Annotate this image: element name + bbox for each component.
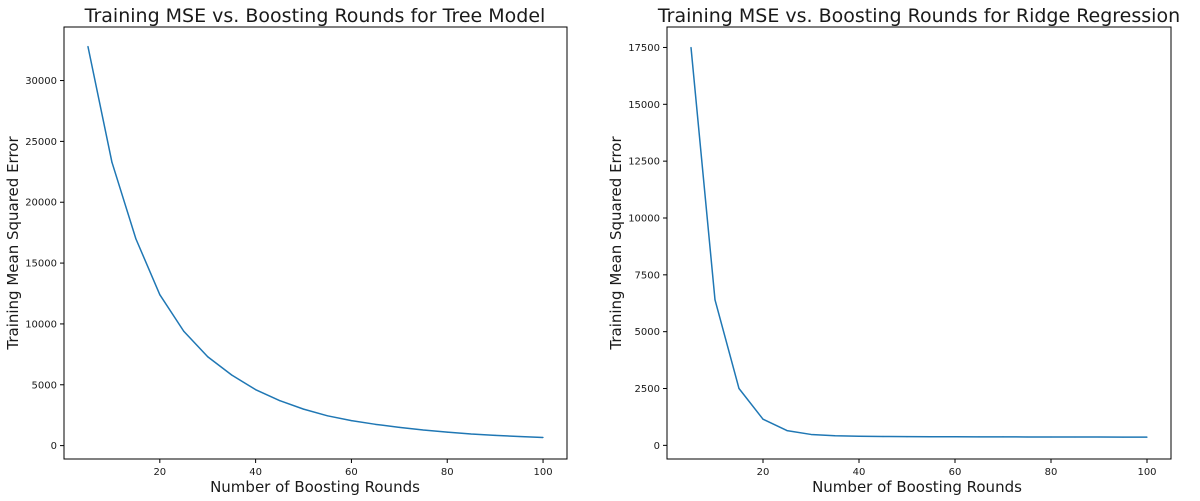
x-tick-label: 100 [534, 467, 553, 478]
y-tick-label: 7500 [635, 270, 660, 281]
data-point [494, 434, 496, 436]
data-point [1146, 436, 1148, 438]
data-point [398, 426, 400, 428]
ticks: 20 40 60 80 100 0 5000 10000 15000 20000 25000 3000… [25, 76, 552, 478]
data-point [858, 435, 860, 437]
data-point [1026, 436, 1028, 438]
data-point [350, 420, 353, 422]
x-tick-label: 80 [441, 467, 454, 478]
x-tick-label: 60 [949, 467, 962, 478]
chart-title: Training MSE vs. Boosting Rounds for Tre… [84, 5, 546, 27]
plot-frame [63, 26, 568, 460]
data-point [255, 389, 257, 391]
data-point [1050, 436, 1052, 438]
y-tick-label: 2500 [635, 384, 660, 395]
data-point [135, 238, 137, 240]
data-point [906, 436, 908, 438]
data-point [87, 45, 89, 48]
data-point [714, 299, 716, 301]
y-axis-label: Training Mean Squared Error [607, 136, 625, 351]
y-tick-label: 0 [51, 441, 57, 452]
plot-frame [666, 26, 1172, 460]
y-tick-label: 30000 [25, 76, 57, 87]
data-point [470, 433, 472, 435]
data-point [231, 374, 233, 376]
chart-tree-model: Training MSE vs. Boosting Rounds for Tre… [4, 5, 568, 496]
x-axis-label: Number of Boosting Rounds [210, 478, 420, 496]
data-point [930, 436, 932, 438]
series-line [87, 46, 544, 439]
y-tick-label: 25000 [25, 137, 57, 148]
y-tick-label: 15000 [628, 100, 660, 111]
y-tick-label: 5000 [32, 380, 57, 391]
data-point [207, 356, 209, 358]
data-point [786, 429, 788, 432]
data-point [690, 46, 692, 49]
y-tick-label: 0 [654, 441, 660, 452]
x-tick-label: 80 [1045, 467, 1058, 478]
data-point [762, 418, 764, 420]
data-point [422, 429, 424, 431]
data-point [810, 433, 812, 436]
data-point [738, 387, 740, 390]
data-point [978, 436, 980, 438]
x-tick-label: 60 [345, 467, 358, 478]
x-axis-label: Number of Boosting Rounds [812, 478, 1022, 496]
y-tick-label: 12500 [628, 157, 660, 168]
data-point [542, 436, 544, 439]
x-tick-label: 20 [153, 467, 166, 478]
x-tick-label: 20 [757, 467, 770, 478]
lines [87, 45, 544, 439]
chart-title: Training MSE vs. Boosting Rounds for Rid… [657, 5, 1180, 27]
data-point [1074, 436, 1076, 438]
data-point [302, 408, 305, 410]
series-line [690, 47, 1148, 438]
y-tick-label: 15000 [25, 259, 57, 270]
ticks: 20 40 60 80 100 0 2500 5000 7500 10000 12500 15000 1… [628, 43, 1156, 478]
lines [690, 46, 1148, 438]
x-tick-label: 100 [1137, 467, 1156, 478]
data-point [183, 330, 185, 332]
data-point [159, 294, 161, 296]
data-point [1122, 436, 1124, 438]
data-point [326, 415, 329, 417]
data-point [834, 435, 836, 437]
chart-ridge-regression: Training MSE vs. Boosting Rounds for Rid… [607, 5, 1180, 496]
data-point [1098, 436, 1100, 438]
y-axis-label: Training Mean Squared Error [4, 136, 22, 351]
data-point [954, 436, 956, 438]
data-point [446, 431, 448, 433]
y-tick-label: 10000 [628, 213, 660, 224]
y-tick-label: 10000 [25, 319, 57, 330]
x-tick-label: 40 [249, 467, 262, 478]
x-tick-label: 40 [853, 467, 866, 478]
data-point [882, 435, 884, 438]
data-point [111, 161, 113, 163]
y-tick-label: 5000 [635, 327, 660, 338]
data-point [374, 423, 376, 425]
data-point [278, 399, 281, 402]
data-point [1002, 436, 1004, 438]
y-tick-label: 20000 [25, 198, 57, 209]
data-point [518, 435, 520, 438]
y-tick-label: 17500 [628, 43, 660, 54]
